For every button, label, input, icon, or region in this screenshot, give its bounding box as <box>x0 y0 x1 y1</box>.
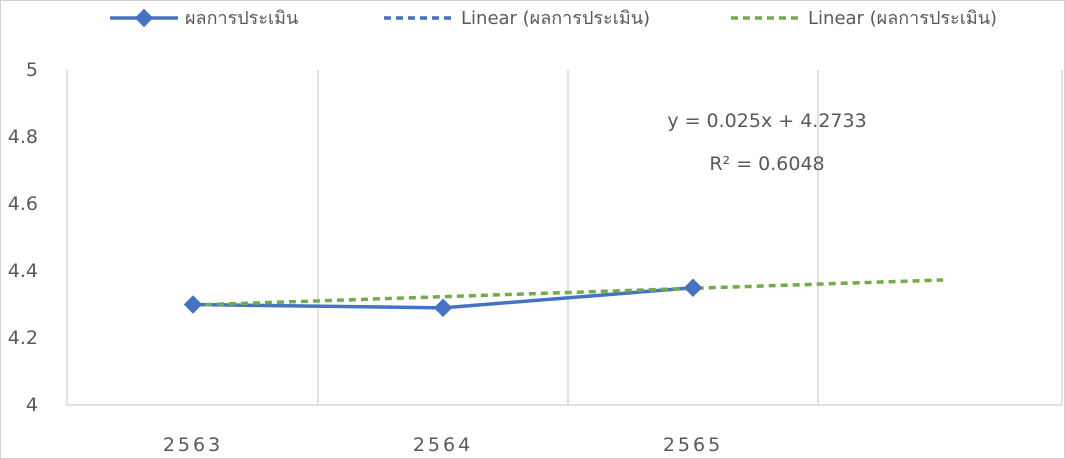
trend-r-squared: R² = 0.6048 <box>709 153 824 175</box>
marker-layer <box>183 278 703 318</box>
legend-diamond-icon <box>134 8 154 28</box>
trendline-green <box>192 278 944 307</box>
x-tick-label: 2563 <box>163 434 223 456</box>
legend-item-trend-blue: Linear (ผลการประเมิน) <box>384 8 650 29</box>
data-point-marker <box>433 298 453 318</box>
x-axis-ticks: 2563 2564 2565 <box>163 434 723 456</box>
y-axis-ticks: 4 4.2 4.4 4.6 4.8 5 <box>8 59 38 416</box>
trend-layer <box>192 278 944 307</box>
trend-equation: y = 0.025x + 4.2733 <box>667 110 866 132</box>
legend-label-trend-blue: Linear (ผลการประเมิน) <box>461 8 650 29</box>
y-tick-label: 4.4 <box>8 260 38 282</box>
data-point-marker <box>183 295 203 314</box>
gridlines <box>66 70 1063 405</box>
x-tick-label: 2564 <box>413 434 473 456</box>
x-tick-label: 2565 <box>663 434 723 456</box>
y-tick-label: 4.2 <box>8 327 38 349</box>
data-point-marker <box>683 278 703 297</box>
legend: ผลการประเมิน Linear (ผลการประเมิน) Linea… <box>110 8 997 29</box>
y-tick-label: 4.8 <box>8 126 38 148</box>
y-tick-label: 5 <box>26 59 38 81</box>
y-tick-label: 4.6 <box>8 193 38 215</box>
legend-label-series: ผลการประเมิน <box>185 8 298 29</box>
y-tick-label: 4 <box>26 394 38 416</box>
legend-label-trend-green: Linear (ผลการประเมิน) <box>808 8 997 29</box>
legend-item-trend-green: Linear (ผลการประเมิน) <box>731 8 997 29</box>
legend-item-series: ผลการประเมิน <box>110 8 298 29</box>
